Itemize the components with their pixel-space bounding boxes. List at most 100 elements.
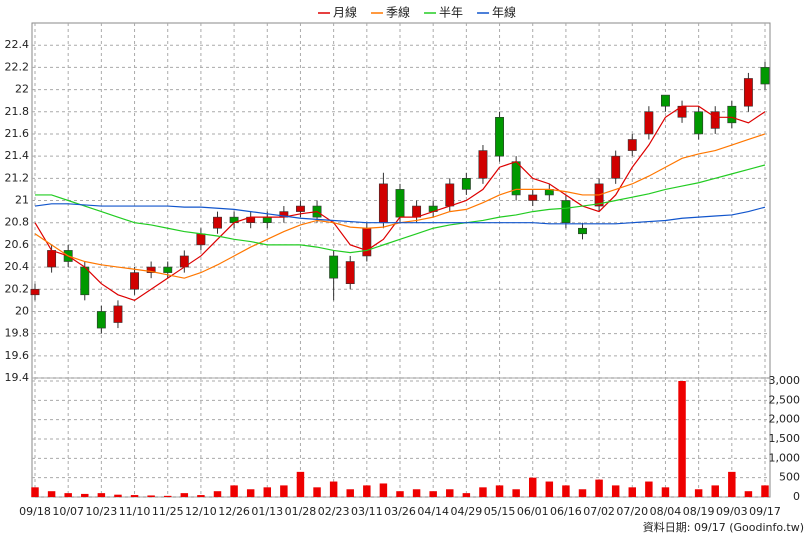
x-tick-label: 09/17 <box>749 505 781 518</box>
legend-label: 半年 <box>439 6 463 20</box>
x-tick-label: 03/11 <box>351 505 383 518</box>
volume-bar <box>462 493 471 497</box>
candle-body <box>196 233 206 246</box>
candle-body <box>461 178 471 190</box>
y-tick-label: 20 <box>15 304 29 317</box>
y-tick-label: 22.4 <box>5 38 30 51</box>
volume-bar <box>728 471 736 497</box>
volume-bar <box>97 493 106 497</box>
y-tick-label: 19.6 <box>5 349 30 362</box>
volume-bar <box>180 493 189 497</box>
y-tick-label: 20.8 <box>5 216 30 229</box>
candle-body <box>627 139 637 151</box>
x-tick-label: 04/14 <box>417 505 449 518</box>
legend-label: 季線 <box>386 5 410 20</box>
y-tick-label: 19.4 <box>5 371 30 384</box>
y-tick-label: 22 <box>15 83 29 96</box>
legend-label: 月線 <box>333 5 357 20</box>
y-tick-label: 1,500 <box>769 432 801 445</box>
candle-body <box>611 155 621 179</box>
volume-bar <box>495 485 504 497</box>
candle-body <box>362 227 372 257</box>
candle-body <box>412 205 422 218</box>
volume-bar <box>412 489 421 497</box>
y-tick-label: 0 <box>793 490 800 503</box>
candle-body <box>743 78 753 107</box>
y-tick-label: 2,000 <box>769 413 801 426</box>
candle-body <box>163 266 173 273</box>
y-tick-label: 3,000 <box>769 374 801 387</box>
candle-body <box>727 105 737 124</box>
candle-body <box>113 305 123 323</box>
candle-body <box>345 261 355 285</box>
candle-body <box>96 311 106 329</box>
volume-bar <box>678 381 686 497</box>
volume-bar <box>562 485 570 497</box>
x-tick-label: 06/01 <box>517 505 549 518</box>
volume-bar <box>81 493 89 497</box>
candle-body <box>329 255 339 279</box>
volume-bar <box>246 489 255 497</box>
y-tick-label: 21.8 <box>5 105 30 118</box>
volume-bar <box>213 491 222 497</box>
volume-bar <box>628 487 637 497</box>
candle-body <box>561 200 571 223</box>
candle-body <box>30 288 40 296</box>
x-tick-label: 01/13 <box>251 505 283 518</box>
volume-bar <box>429 491 437 497</box>
x-tick-label: 07/20 <box>616 505 648 518</box>
y-tick-label: 500 <box>779 471 800 484</box>
volume-bar <box>479 487 487 497</box>
candle-body <box>578 227 587 235</box>
candle-body <box>213 216 222 229</box>
candle-body <box>694 111 704 135</box>
x-tick-label: 08/19 <box>683 505 715 518</box>
legend-label: 年線 <box>492 5 516 20</box>
volume-bar <box>744 491 753 497</box>
volume-bar <box>346 489 354 497</box>
volume-bar <box>595 479 603 497</box>
volume-bar <box>512 489 520 497</box>
volume-bar <box>661 487 670 497</box>
moving-average-line <box>34 203 766 225</box>
x-tick-label: 03/26 <box>384 505 416 518</box>
x-tick-label: 01/28 <box>285 505 317 518</box>
x-tick-label: 08/04 <box>650 505 682 518</box>
x-tick-label: 11/25 <box>152 505 184 518</box>
x-tick-label: 04/29 <box>451 505 483 518</box>
y-tick-label: 21.2 <box>5 171 30 184</box>
x-tick-label: 09/03 <box>716 505 748 518</box>
volume-bar <box>197 495 205 497</box>
candle-body <box>528 194 538 201</box>
volume-bar <box>396 491 404 497</box>
y-tick-label: 22.2 <box>5 60 30 73</box>
moving-average-line <box>35 164 766 254</box>
volume-bar <box>446 489 454 497</box>
volume-bar <box>31 487 39 497</box>
candle-body <box>130 272 139 290</box>
y-tick-label: 19.8 <box>5 327 30 340</box>
volume-bar <box>263 487 272 497</box>
volume-bar <box>313 487 321 497</box>
volume-bar <box>694 489 703 497</box>
volume-bar <box>64 493 72 497</box>
y-tick-label: 21.4 <box>5 149 30 162</box>
y-tick-label: 1,000 <box>769 451 801 464</box>
volume-bar <box>130 495 139 497</box>
x-tick-label: 10/07 <box>52 505 84 518</box>
candle-body <box>644 111 654 135</box>
volume-bar <box>711 485 719 497</box>
volume-bar <box>163 495 172 497</box>
volume-bar <box>114 494 122 497</box>
volume-bar <box>230 485 238 497</box>
x-tick-label: 07/02 <box>583 505 615 518</box>
candle-body <box>445 183 455 207</box>
x-tick-label: 05/15 <box>484 505 516 518</box>
candle-body <box>661 94 670 107</box>
y-tick-label: 20.6 <box>5 238 30 251</box>
candle-body <box>80 266 90 296</box>
plot-frame <box>31 22 771 498</box>
candle-body <box>710 111 720 129</box>
volume-bar <box>379 483 388 497</box>
